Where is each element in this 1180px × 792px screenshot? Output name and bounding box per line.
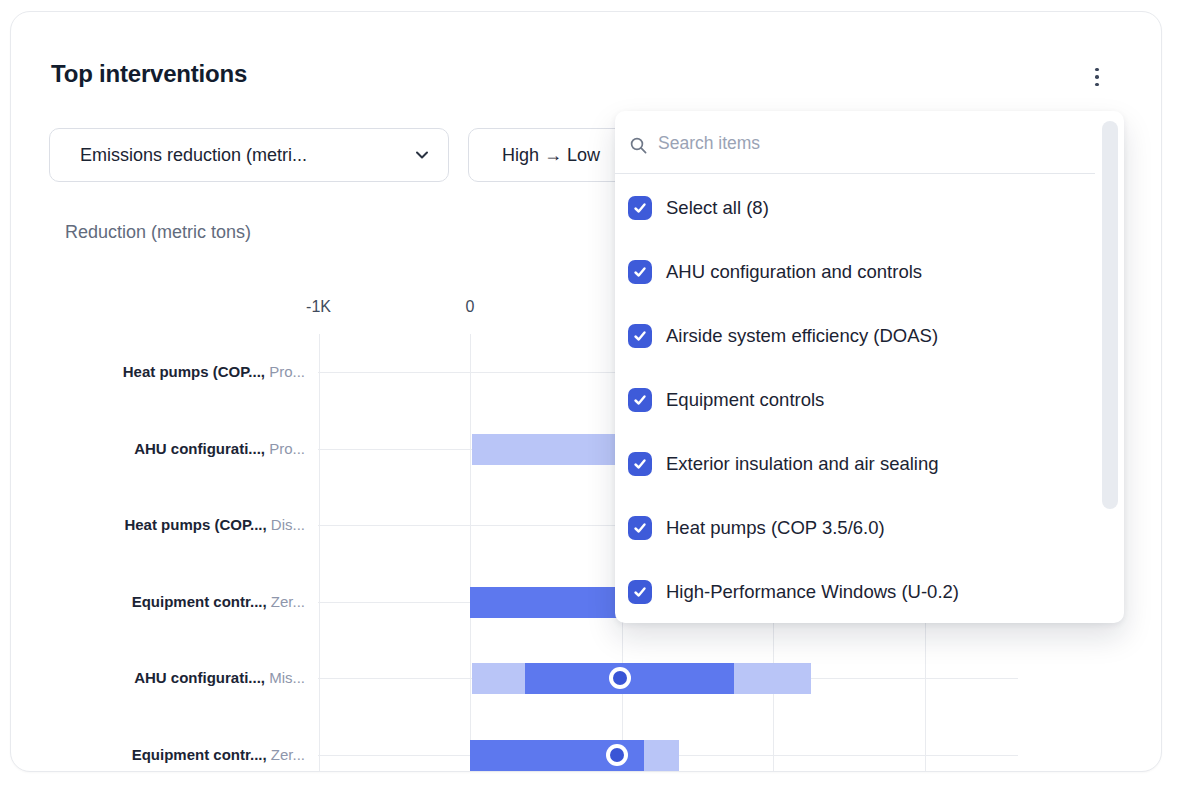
estimate-marker [609,667,631,689]
dropdown-item[interactable]: Heat pumps (COP 3.5/6.0) [615,516,1085,540]
dropdown-item-label: AHU configuration and controls [666,260,922,284]
checkbox-checked-icon[interactable] [628,580,652,604]
page: Top interventions Emissions reduction (m… [0,0,1180,792]
dropdown-item[interactable]: Equipment controls [615,388,1085,412]
dropdown-item-label: Equipment controls [666,388,824,412]
checkbox-checked-icon[interactable] [628,196,652,220]
dropdown-item-label: High-Performance Windows (U-0.2) [666,580,959,604]
search-input[interactable] [658,126,988,160]
vertical-gridline [319,334,320,772]
top-interventions-card: Top interventions Emissions reduction (m… [10,11,1162,772]
x-axis-tick-label: 0 [440,298,500,316]
dropdown-scrollbar-thumb[interactable] [1102,121,1118,509]
row-label: Equipment contr..., Zer... [11,593,305,610]
row-label: Heat pumps (COP..., Dis... [11,516,305,533]
row-label: AHU configurati..., Pro... [11,440,305,457]
dropdown-divider [615,173,1095,174]
estimate-marker-dot [613,671,627,685]
dropdown-item-label: Heat pumps (COP 3.5/6.0) [666,516,885,540]
row-label: Equipment contr..., Zer... [11,746,305,763]
x-axis-tick-label: -1K [289,298,349,316]
metric-filter-dropdown[interactable]: Emissions reduction (metri... [49,128,449,182]
row-label: Heat pumps (COP..., Pro... [11,363,305,380]
estimate-marker-dot [610,748,624,762]
search-icon [630,137,647,154]
dropdown-item-label: Select all (8) [666,196,769,220]
sort-filter-label: High → Low [502,145,600,166]
checkbox-checked-icon[interactable] [628,260,652,284]
dropdown-item[interactable]: Exterior insulation and air sealing [615,452,1085,476]
estimate-marker [606,744,628,766]
dropdown-item[interactable]: High-Performance Windows (U-0.2) [615,580,1085,604]
checkbox-checked-icon[interactable] [628,388,652,412]
chart-axis-title: Reduction (metric tons) [65,222,251,243]
filter-dropdown-panel: Select all (8) AHU configuration and cont… [615,111,1124,623]
checkbox-checked-icon[interactable] [628,324,652,348]
dropdown-item[interactable]: AHU configuration and controls [615,260,1085,284]
dropdown-item-select-all[interactable]: Select all (8) [615,196,1085,220]
dropdown-search-row [615,111,1124,173]
checkbox-checked-icon[interactable] [628,516,652,540]
dropdown-item[interactable]: Airside system efficiency (DOAS) [615,324,1085,348]
dropdown-item-label: Exterior insulation and air sealing [666,452,939,476]
checkbox-checked-icon[interactable] [628,452,652,476]
vertical-gridline [470,334,471,772]
row-label: AHU configurati..., Mis... [11,669,305,686]
chevron-down-icon [414,147,430,163]
metric-filter-label: Emissions reduction (metri... [80,145,307,166]
dropdown-item-label: Airside system efficiency (DOAS) [666,324,938,348]
